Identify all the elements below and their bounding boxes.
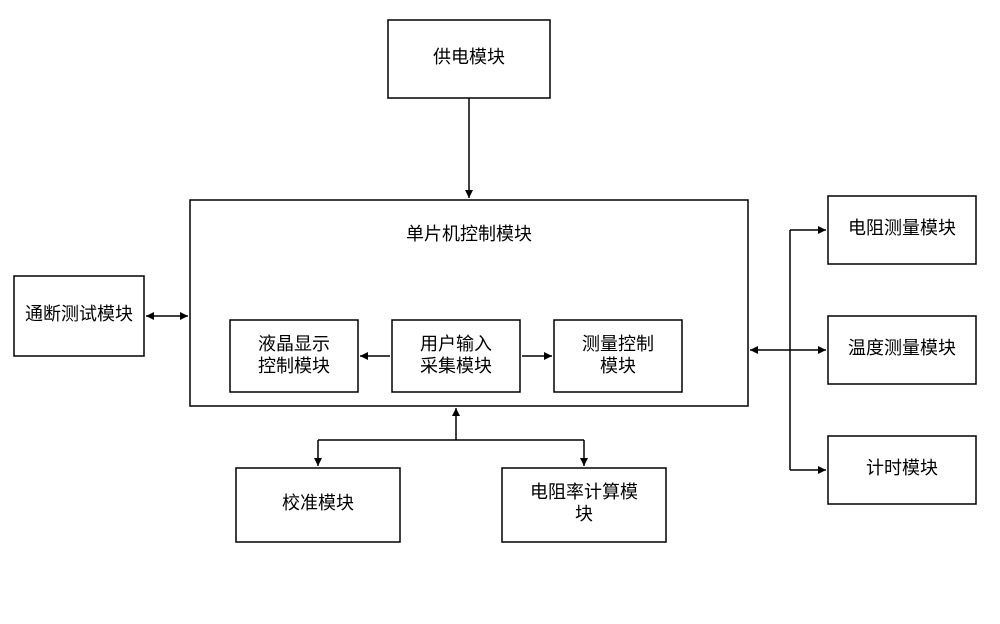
node-calibrate-label: 校准模块 xyxy=(282,493,354,513)
node-resistivity-label-1: 电阻率计算模 xyxy=(530,482,638,502)
node-power-label: 供电模块 xyxy=(433,47,505,67)
node-input-label-2: 采集模块 xyxy=(420,356,492,376)
node-lcd-label-2: 控制模块 xyxy=(258,356,330,376)
node-measure-ctrl-label-2: 模块 xyxy=(600,356,636,376)
node-measure-ctrl-label-1: 测量控制 xyxy=(582,334,654,354)
node-continuity-label: 通断测试模块 xyxy=(25,304,133,324)
node-temperature-label: 温度测量模块 xyxy=(848,338,956,358)
node-mcu-label: 单片机控制模块 xyxy=(406,224,532,244)
node-resistance-label: 电阻测量模块 xyxy=(848,218,956,238)
node-resistivity-label-2: 块 xyxy=(575,504,593,524)
node-timer-label: 计时模块 xyxy=(866,458,938,478)
node-input-label-1: 用户输入 xyxy=(420,334,492,354)
node-lcd-label-1: 液晶显示 xyxy=(258,334,330,354)
